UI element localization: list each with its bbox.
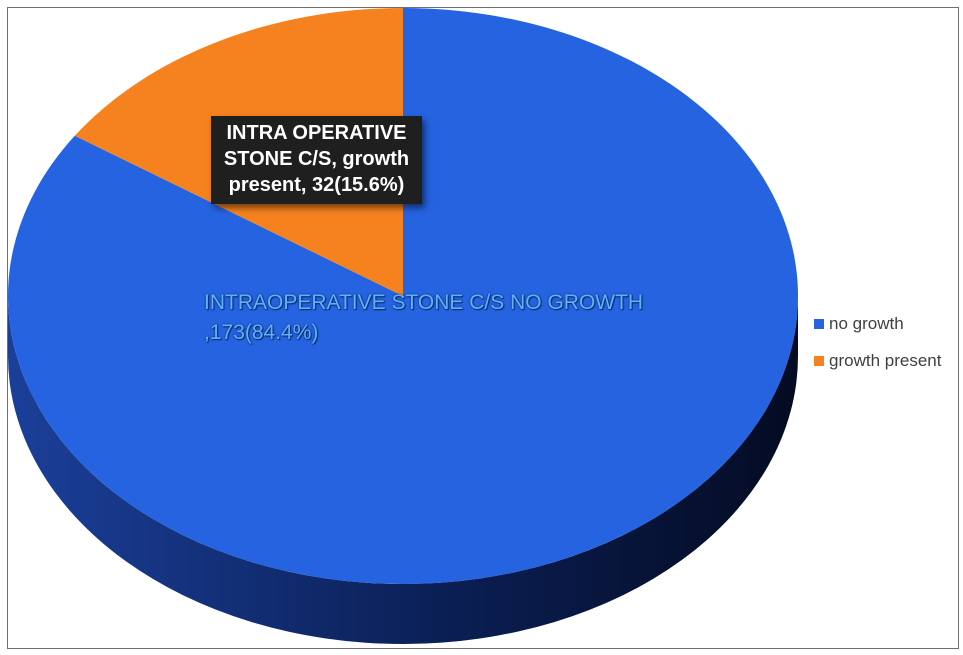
legend-swatch-growth-present (814, 356, 824, 366)
legend-label-growth-present: growth present (829, 351, 942, 370)
legend-item-no-growth: no growth (814, 314, 941, 334)
legend-item-growth-present: growth present (814, 351, 941, 371)
slice-label-no-growth: INTRAOPERATIVE STONE C/S NO GROWTH ,173(… (204, 291, 644, 344)
legend-label-no-growth: no growth (829, 314, 904, 333)
pie-slice-no-growth (8, 8, 798, 585)
chart-area: INTRA OPERATIVE STONE C/S, growth presen… (7, 7, 959, 649)
legend: no growth growth present (814, 314, 941, 388)
pie-side-depth (8, 296, 798, 644)
slice-label-growth-present: INTRA OPERATIVE STONE C/S, growth presen… (211, 116, 422, 204)
legend-swatch-no-growth (814, 319, 824, 329)
